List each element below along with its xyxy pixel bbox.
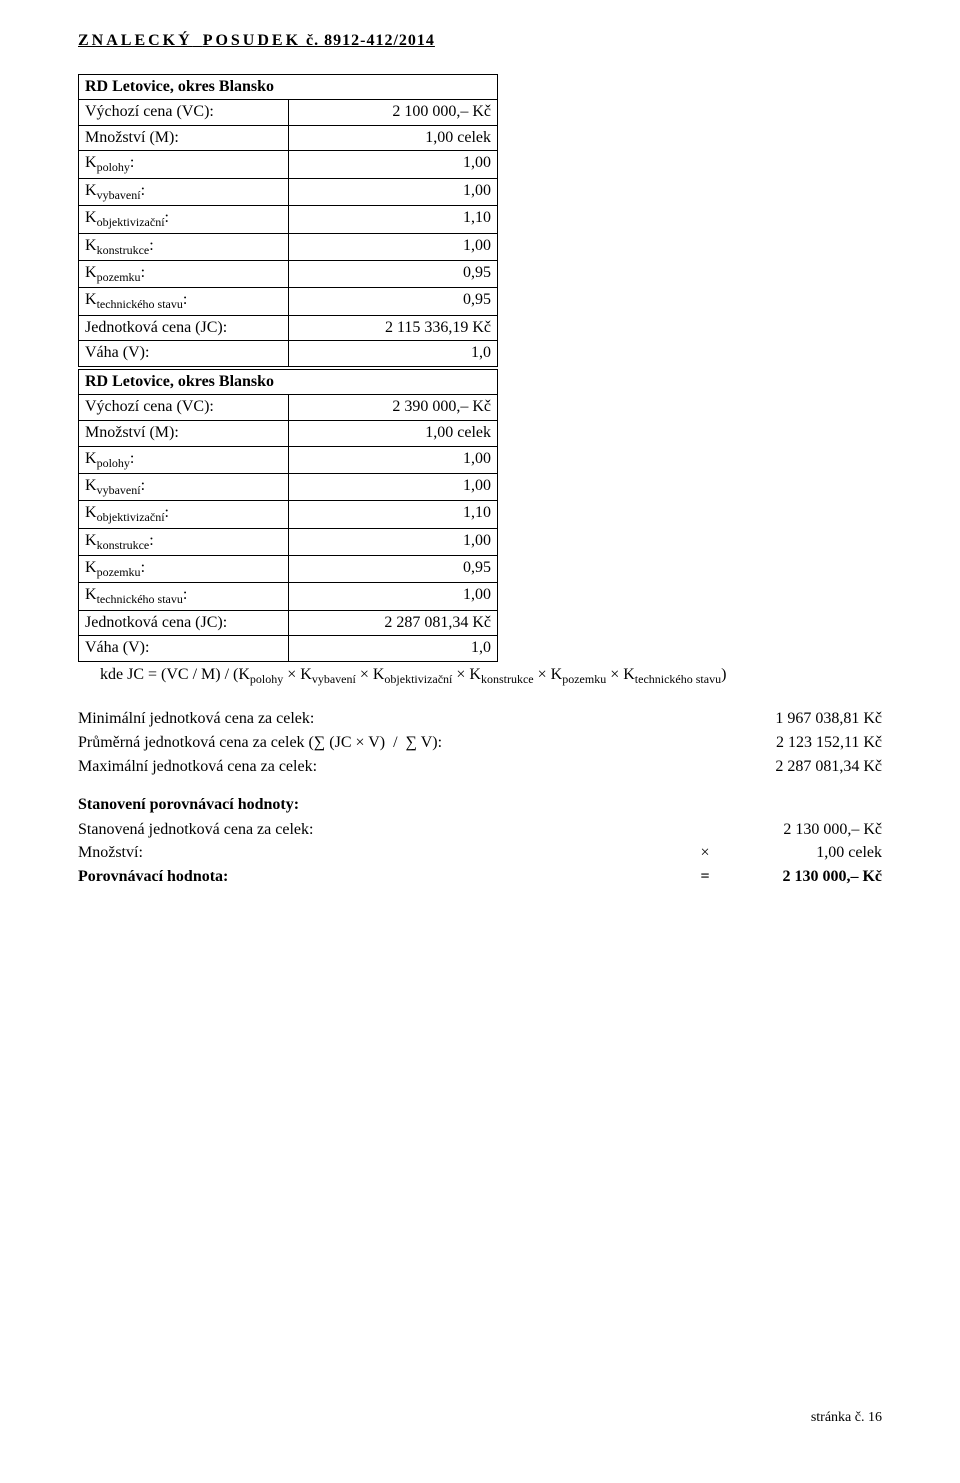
result-value: 1,00 celek [722,842,882,864]
row-label: Jednotková cena (JC): [79,610,289,636]
result-value: 2 123 152,11 Kč [776,732,882,754]
row-value: 0,95 [289,288,498,315]
row-value: 0,95 [289,556,498,583]
table-row: Kpozemku:0,95 [79,260,498,287]
row-value: 1,00 [289,151,498,178]
header-number: č. 8912-412/2014 [306,32,435,49]
table-title: RD Letovice, okres Blansko [79,369,498,395]
result-row: Průměrná jednotková cena za celek (∑ (JC… [78,731,882,755]
result-op: × [696,842,714,864]
row-value: 2 287 081,34 Kč [289,610,498,636]
row-label: Výchozí cena (VC): [79,395,289,421]
comparison-table-1: RD Letovice, okres BlanskoVýchozí cena (… [78,369,498,662]
table-row: Ktechnického stavu:0,95 [79,288,498,315]
table-row: Váha (V):1,0 [79,636,498,662]
table-row: Výchozí cena (VC):2 390 000,– Kč [79,395,498,421]
table-row: Kkonstrukce:1,00 [79,528,498,555]
row-label: Váha (V): [79,636,289,662]
table-row: Kpolohy:1,00 [79,151,498,178]
row-label: Množství (M): [79,421,289,447]
page-footer: stránka č. 16 [78,1409,882,1428]
row-value: 2 100 000,– Kč [289,100,498,126]
row-value: 1,00 [289,583,498,610]
result-label: Průměrná jednotková cena za celek (∑ (JC… [78,732,442,754]
result-value: 2 130 000,– Kč [722,819,882,841]
table-row: Ktechnického stavu:1,00 [79,583,498,610]
row-label: Kkonstrukce: [79,233,289,260]
table-row: Jednotková cena (JC):2 115 336,19 Kč [79,315,498,341]
row-value: 1,0 [289,341,498,367]
result-label: Množství: [78,842,143,864]
row-value: 1,10 [289,501,498,528]
table-title: RD Letovice, okres Blansko [79,74,498,100]
result-row: Množství: × 1,00 celek [78,841,882,865]
row-label: Váha (V): [79,341,289,367]
row-label: Kvybavení: [79,473,289,500]
row-label: Kkonstrukce: [79,528,289,555]
result-label: Maximální jednotková cena za celek: [78,756,317,778]
header-title-2: POSUDEK [203,32,301,49]
row-label: Kvybavení: [79,178,289,205]
result-label: Porovnávací hodnota: [78,866,228,888]
result-value: 2 287 081,34 Kč [775,756,882,778]
row-label: Ktechnického stavu: [79,583,289,610]
row-label: Jednotková cena (JC): [79,315,289,341]
row-value: 0,95 [289,260,498,287]
table-row: Kkonstrukce:1,00 [79,233,498,260]
row-label: Kpolohy: [79,151,289,178]
table-row: Kpozemku:0,95 [79,556,498,583]
table-row: Kobjektivizační:1,10 [79,501,498,528]
table-row: Výchozí cena (VC):2 100 000,– Kč [79,100,498,126]
formula-line: kde JC = (VC / M) / (Kpolohy × Kvybavení… [100,664,882,687]
header-title-1: ZNALECKÝ [78,32,193,49]
table-row: Kvybavení:1,00 [79,473,498,500]
row-value: 1,10 [289,206,498,233]
row-value: 1,00 [289,528,498,555]
row-value: 1,00 [289,233,498,260]
result-op [696,819,714,841]
row-label: Výchozí cena (VC): [79,100,289,126]
result-row: Minimální jednotková cena za celek: 1 967… [78,707,882,731]
table-row: Množství (M):1,00 celek [79,421,498,447]
table-row: Jednotková cena (JC):2 287 081,34 Kč [79,610,498,636]
row-value: 1,0 [289,636,498,662]
result-row: Porovnávací hodnota: = 2 130 000,– Kč [78,865,882,889]
row-value: 1,00 [289,473,498,500]
row-label: Kobjektivizační: [79,206,289,233]
result-row: Stanovená jednotková cena za celek: 2 130… [78,818,882,842]
row-label: Kpozemku: [79,260,289,287]
table-row: Množství (M):1,00 celek [79,125,498,151]
result-label: Stanovená jednotková cena za celek: [78,819,313,841]
table-row: Váha (V):1,0 [79,341,498,367]
table-row: Kvybavení:1,00 [79,178,498,205]
comparison-table-0: RD Letovice, okres BlanskoVýchozí cena (… [78,74,498,367]
row-value: 1,00 celek [289,125,498,151]
row-value: 2 390 000,– Kč [289,395,498,421]
results-heading: Stanovení porovnávací hodnoty: [78,794,882,816]
row-label: Ktechnického stavu: [79,288,289,315]
result-row: Maximální jednotková cena za celek: 2 287… [78,755,882,779]
row-value: 1,00 [289,178,498,205]
result-value: 2 130 000,– Kč [722,866,882,888]
result-value: 1 967 038,81 Kč [775,708,882,730]
row-value: 1,00 celek [289,421,498,447]
row-value: 1,00 [289,446,498,473]
row-label: Kpolohy: [79,446,289,473]
page-header: ZNALECKÝ POSUDEK č. 8912-412/2014 [78,30,882,52]
result-label: Minimální jednotková cena za celek: [78,708,314,730]
row-label: Množství (M): [79,125,289,151]
row-label: Kpozemku: [79,556,289,583]
row-label: Kobjektivizační: [79,501,289,528]
table-row: Kobjektivizační:1,10 [79,206,498,233]
table-row: Kpolohy:1,00 [79,446,498,473]
result-op: = [696,866,714,888]
row-value: 2 115 336,19 Kč [289,315,498,341]
